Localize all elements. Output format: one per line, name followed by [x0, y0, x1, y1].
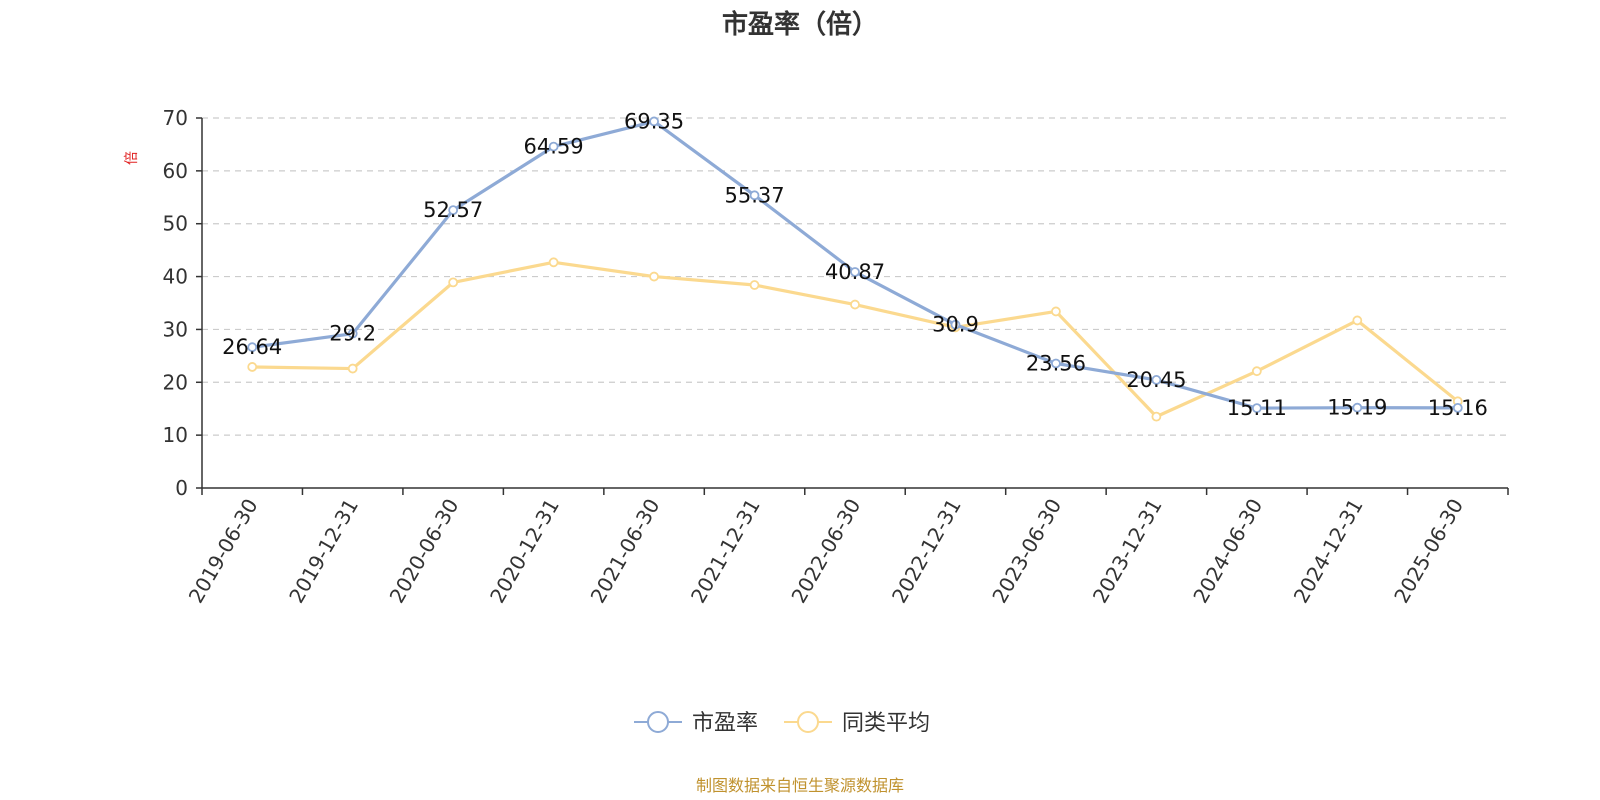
legend-label: 市盈率 [692, 711, 758, 736]
data-point[interactable] [950, 319, 961, 330]
data-point[interactable] [548, 141, 559, 152]
y-tick-label: 70 [163, 106, 188, 130]
data-point[interactable] [247, 342, 258, 353]
x-tick-label: 2019-12-31 [284, 495, 363, 608]
data-point[interactable] [448, 205, 459, 216]
x-tick-label: 2020-06-30 [385, 494, 464, 607]
data-point[interactable] [548, 257, 559, 268]
data-point[interactable] [347, 328, 358, 339]
series-layer [247, 116, 1463, 422]
x-tick-labels: 2019-06-30 2019-12-31 2020-06-30 2020-12-31… [184, 494, 1468, 607]
data-label: 20.45 [1126, 368, 1186, 392]
data-point[interactable] [649, 271, 659, 282]
legend-item-peer-average[interactable]: 同类平均 [784, 711, 930, 736]
data-label: 23.56 [1026, 351, 1086, 375]
data-point[interactable] [247, 362, 258, 372]
x-tick-label: 2024-12-31 [1289, 495, 1368, 608]
data-point[interactable] [1251, 403, 1262, 414]
series-pe-ratio [247, 116, 1463, 414]
x-tick-label: 2021-06-30 [586, 495, 665, 608]
data-label: 15.16 [1428, 396, 1488, 420]
y-tick-label: 50 [163, 212, 188, 236]
y-tick-labels: 0 10 20 30 40 50 60 70 [163, 106, 188, 500]
x-tick-label: 2022-06-30 [786, 495, 865, 608]
chart-title: 市盈率（倍） [722, 9, 878, 40]
legend-marker [647, 711, 669, 733]
data-label: 26.64 [222, 335, 282, 359]
x-tick-label: 2023-06-30 [987, 495, 1066, 608]
y-tick-label: 0 [175, 476, 188, 500]
y-tick-label: 60 [163, 159, 188, 183]
data-label: 69.35 [624, 109, 684, 133]
y-tick-label: 10 [163, 423, 188, 447]
data-labels: 26.64 29.2 52.57 64.59 69.35 55.37 40.87 30.9 23… [222, 109, 1488, 420]
legend[interactable]: 市盈率 同类平均 [634, 711, 930, 736]
data-point[interactable] [850, 299, 860, 310]
data-point[interactable] [850, 267, 860, 277]
x-tick-label: 2024-06-30 [1188, 495, 1267, 608]
data-point[interactable] [448, 277, 459, 288]
data-point[interactable] [1151, 411, 1162, 422]
x-tick-label: 2020-12-31 [485, 495, 564, 608]
y-axis-label: 倍 [124, 151, 140, 165]
data-point[interactable] [749, 280, 760, 290]
legend-marker [797, 711, 819, 733]
data-label: 30.9 [932, 313, 979, 337]
data-point[interactable] [347, 363, 358, 374]
data-point[interactable] [1352, 315, 1363, 326]
x-tick-label: 2022-12-31 [887, 495, 966, 608]
data-label: 52.57 [423, 198, 483, 222]
x-tick-label: 2023-12-31 [1088, 495, 1167, 608]
data-point[interactable] [749, 190, 760, 201]
data-point[interactable] [1251, 366, 1262, 377]
data-label: 40.87 [825, 260, 885, 284]
source-note: 制图数据来自恒生聚源数据库 [696, 776, 904, 795]
data-point[interactable] [1452, 402, 1463, 413]
data-point[interactable] [1051, 358, 1061, 369]
series-line [252, 260, 1459, 419]
y-tick-label: 20 [163, 370, 188, 394]
data-label: 15.19 [1327, 396, 1387, 420]
axes [196, 117, 1509, 495]
y-tick-label: 30 [163, 317, 188, 341]
legend-label: 同类平均 [842, 711, 930, 736]
legend-item-pe-ratio[interactable]: 市盈率 [634, 711, 758, 736]
data-point[interactable] [1051, 306, 1061, 317]
data-point[interactable] [1151, 375, 1162, 385]
data-label: 64.59 [524, 135, 584, 159]
x-tick-label: 2019-06-30 [184, 495, 263, 608]
data-point[interactable] [649, 116, 659, 127]
data-label: 15.11 [1227, 396, 1287, 420]
x-tick-label: 2025-06-30 [1389, 495, 1468, 608]
y-tick-label: 40 [163, 265, 188, 289]
data-label: 29.2 [329, 322, 376, 346]
data-label: 55.37 [724, 183, 784, 207]
x-tick-label: 2021-12-31 [686, 495, 765, 608]
data-point[interactable] [1352, 402, 1363, 413]
